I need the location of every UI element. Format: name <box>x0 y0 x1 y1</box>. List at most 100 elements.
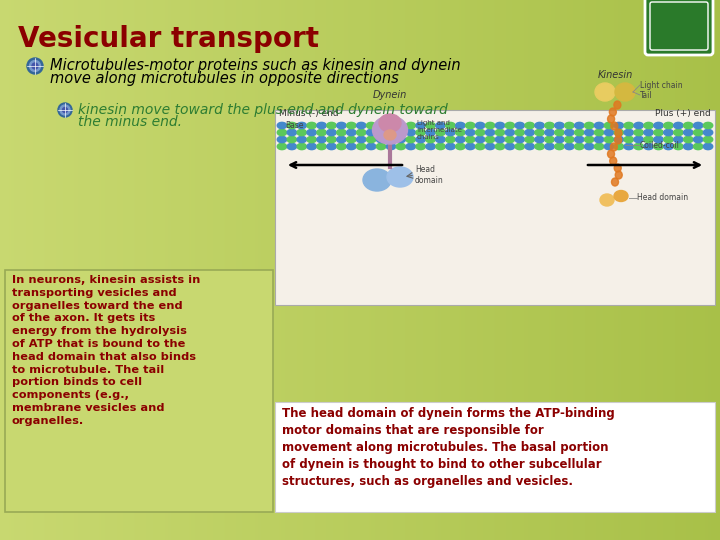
Ellipse shape <box>436 123 445 129</box>
Ellipse shape <box>436 130 445 136</box>
Ellipse shape <box>615 83 635 101</box>
Ellipse shape <box>297 137 307 143</box>
Ellipse shape <box>426 130 436 136</box>
Ellipse shape <box>594 137 604 143</box>
Circle shape <box>63 107 68 112</box>
Ellipse shape <box>611 178 618 186</box>
Ellipse shape <box>614 137 624 143</box>
Ellipse shape <box>615 129 622 137</box>
Ellipse shape <box>485 123 495 129</box>
Ellipse shape <box>379 114 401 132</box>
Ellipse shape <box>426 143 436 150</box>
Ellipse shape <box>614 164 621 172</box>
Ellipse shape <box>564 130 574 136</box>
Ellipse shape <box>535 130 544 136</box>
Text: Plus (+) end: Plus (+) end <box>655 109 711 118</box>
Ellipse shape <box>466 137 475 143</box>
Ellipse shape <box>505 130 515 136</box>
Ellipse shape <box>515 130 524 136</box>
Ellipse shape <box>356 123 366 129</box>
Ellipse shape <box>535 123 544 129</box>
Ellipse shape <box>277 137 287 143</box>
Ellipse shape <box>703 130 713 136</box>
Text: Dynein: Dynein <box>373 90 407 100</box>
Ellipse shape <box>377 137 386 143</box>
Circle shape <box>58 103 72 117</box>
FancyBboxPatch shape <box>645 0 713 55</box>
Ellipse shape <box>614 123 624 129</box>
Ellipse shape <box>604 123 613 129</box>
FancyBboxPatch shape <box>5 270 273 512</box>
Ellipse shape <box>485 130 495 136</box>
Ellipse shape <box>575 130 584 136</box>
Ellipse shape <box>346 130 356 136</box>
Ellipse shape <box>307 130 316 136</box>
Ellipse shape <box>377 123 386 129</box>
Ellipse shape <box>505 137 515 143</box>
Ellipse shape <box>608 115 615 123</box>
Ellipse shape <box>664 143 673 150</box>
Ellipse shape <box>585 143 594 150</box>
Ellipse shape <box>495 143 505 150</box>
Ellipse shape <box>466 143 475 150</box>
Text: Head
domain: Head domain <box>415 165 444 185</box>
Ellipse shape <box>634 130 644 136</box>
Ellipse shape <box>554 137 564 143</box>
Ellipse shape <box>674 123 683 129</box>
Ellipse shape <box>703 143 713 150</box>
Ellipse shape <box>644 123 653 129</box>
Ellipse shape <box>600 194 614 206</box>
Text: Tail: Tail <box>640 91 652 99</box>
Ellipse shape <box>436 137 445 143</box>
Ellipse shape <box>624 123 634 129</box>
Ellipse shape <box>436 143 445 150</box>
Text: The head domain of dynein forms the ATP-binding
motor domains that are responsib: The head domain of dynein forms the ATP-… <box>282 407 615 488</box>
Text: move along microtubules in opposite directions: move along microtubules in opposite dire… <box>50 71 399 86</box>
Ellipse shape <box>446 137 455 143</box>
Ellipse shape <box>446 143 455 150</box>
Ellipse shape <box>317 123 326 129</box>
Ellipse shape <box>564 123 574 129</box>
Ellipse shape <box>287 137 297 143</box>
Ellipse shape <box>377 143 386 150</box>
Ellipse shape <box>585 123 594 129</box>
Ellipse shape <box>624 130 634 136</box>
Ellipse shape <box>307 123 316 129</box>
Ellipse shape <box>287 123 297 129</box>
Ellipse shape <box>337 123 346 129</box>
Ellipse shape <box>535 137 544 143</box>
Ellipse shape <box>384 130 396 140</box>
Ellipse shape <box>693 130 703 136</box>
Ellipse shape <box>535 143 544 150</box>
Ellipse shape <box>346 143 356 150</box>
Text: Kinesin: Kinesin <box>598 70 633 80</box>
Ellipse shape <box>377 130 386 136</box>
Ellipse shape <box>337 137 346 143</box>
Ellipse shape <box>372 116 408 144</box>
Ellipse shape <box>366 137 376 143</box>
Ellipse shape <box>674 143 683 150</box>
Ellipse shape <box>604 143 613 150</box>
Ellipse shape <box>337 130 346 136</box>
Ellipse shape <box>277 143 287 150</box>
Ellipse shape <box>634 137 644 143</box>
Ellipse shape <box>396 143 405 150</box>
Ellipse shape <box>456 130 465 136</box>
Ellipse shape <box>595 83 615 101</box>
Ellipse shape <box>495 137 505 143</box>
Text: Vesicular transport: Vesicular transport <box>18 25 319 53</box>
Ellipse shape <box>585 137 594 143</box>
Ellipse shape <box>446 123 455 129</box>
Ellipse shape <box>693 143 703 150</box>
Text: Minus (-) end: Minus (-) end <box>279 109 338 118</box>
Ellipse shape <box>664 137 673 143</box>
Ellipse shape <box>609 108 616 116</box>
Ellipse shape <box>564 137 574 143</box>
FancyBboxPatch shape <box>275 110 715 305</box>
Ellipse shape <box>495 123 505 129</box>
Ellipse shape <box>654 130 663 136</box>
Ellipse shape <box>545 123 554 129</box>
Ellipse shape <box>317 137 326 143</box>
Circle shape <box>32 63 38 69</box>
Ellipse shape <box>466 130 475 136</box>
